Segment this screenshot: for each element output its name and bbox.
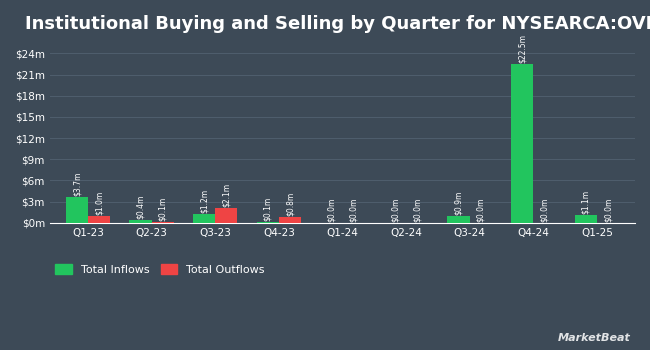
Text: $2.1m: $2.1m (222, 183, 231, 207)
Text: $0.1m: $0.1m (263, 197, 272, 221)
Bar (511, 64, 533, 223)
Text: $0.0m: $0.0m (603, 197, 612, 222)
Text: $0.0m: $0.0m (391, 197, 399, 222)
Text: $0.8m: $0.8m (285, 192, 294, 216)
Text: $1.0m: $1.0m (95, 190, 103, 215)
Text: MarketBeat: MarketBeat (558, 333, 630, 343)
Text: $0.0m: $0.0m (327, 197, 336, 222)
Text: $0.9m: $0.9m (454, 191, 463, 215)
Bar (215, 208, 237, 223)
Bar (193, 214, 215, 223)
Bar (66, 197, 88, 223)
Bar (88, 216, 110, 223)
Text: $22.5m: $22.5m (517, 34, 526, 63)
Bar (447, 216, 470, 223)
Text: $3.7m: $3.7m (72, 171, 81, 196)
Text: $0.0m: $0.0m (540, 197, 549, 222)
Title: Institutional Buying and Selling by Quarter for NYSEARCA:OVB: Institutional Buying and Selling by Quar… (25, 15, 650, 33)
Text: $0.0m: $0.0m (413, 197, 422, 222)
Bar (151, 222, 174, 223)
Text: $0.1m: $0.1m (158, 197, 167, 221)
Text: $0.0m: $0.0m (476, 197, 486, 222)
Text: $0.4m: $0.4m (136, 195, 145, 219)
Bar (257, 222, 279, 223)
Bar (575, 215, 597, 223)
Legend: Total Inflows, Total Outflows: Total Inflows, Total Outflows (55, 264, 265, 275)
Text: $1.2m: $1.2m (200, 189, 209, 213)
Text: $0.0m: $0.0m (349, 197, 358, 222)
Bar (129, 220, 151, 223)
Text: $1.1m: $1.1m (581, 190, 590, 214)
Bar (279, 217, 301, 223)
